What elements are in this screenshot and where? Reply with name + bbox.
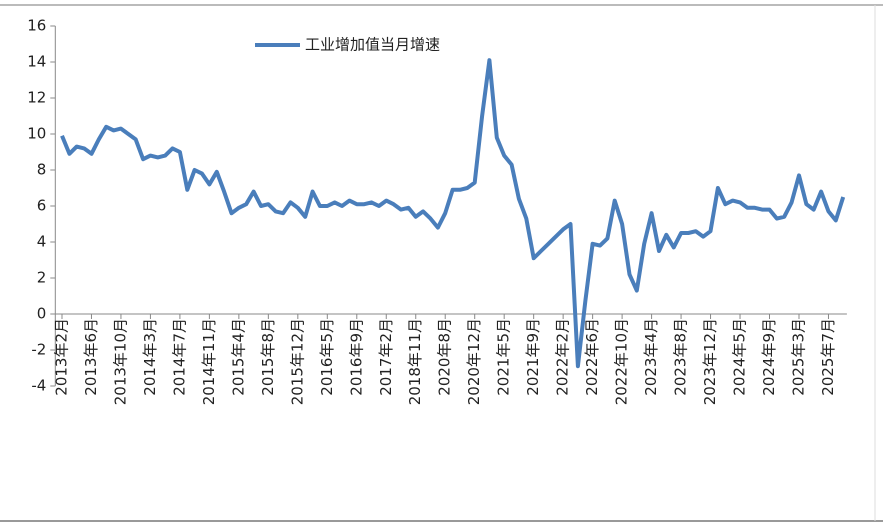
x-tick-label: 2018年11月 (406, 318, 424, 405)
y-tick-label: 2 (37, 269, 47, 287)
x-tick-label: 2015年4月 (229, 318, 247, 396)
x-tick-label: 2015年8月 (259, 318, 277, 396)
x-tick-label: 2023年12月 (701, 318, 719, 405)
y-tick-label: -4 (31, 377, 46, 395)
legend-label: 工业增加值当月增速 (305, 36, 440, 54)
x-tick-label: 2025年7月 (819, 318, 837, 396)
y-tick-label: 16 (27, 17, 46, 35)
x-tick-label: 2014年7月 (170, 318, 188, 396)
x-tick-label: 2022年10月 (613, 318, 631, 405)
x-tick-label: 2016年9月 (347, 318, 365, 396)
x-tick-label: 2022年6月 (583, 318, 601, 396)
x-tick-label: 2021年5月 (495, 318, 513, 396)
x-tick-label: 2025年3月 (789, 318, 807, 396)
x-tick-label: 2024年9月 (760, 318, 778, 396)
x-tick-label: 2020年8月 (436, 318, 454, 396)
y-tick-label: 12 (27, 89, 46, 107)
x-tick-label: 2020年12月 (465, 318, 483, 405)
x-tick-label: 2014年11月 (200, 318, 218, 405)
x-tick-label: 2023年4月 (642, 318, 660, 396)
x-tick-label: 2023年8月 (672, 318, 690, 396)
data-line (60, 58, 846, 369)
y-tick-label: 10 (27, 125, 46, 143)
y-tick-label: -2 (31, 341, 46, 359)
x-tick-label: 2015年12月 (288, 318, 306, 405)
x-tick-label: 2014年3月 (141, 318, 159, 396)
x-tick-label: 2024年5月 (731, 318, 749, 396)
x-tick-label: 2016年5月 (318, 318, 336, 396)
y-tick-label: 4 (37, 233, 47, 251)
x-tick-label: 2021年9月 (524, 318, 542, 396)
x-tick-label: 2013年2月 (52, 318, 70, 396)
x-tick-label: 2017年2月 (377, 318, 395, 396)
y-tick-label: 14 (27, 53, 46, 71)
y-tick-label: 6 (37, 197, 47, 215)
x-tick-label: 2013年10月 (111, 318, 129, 405)
x-tick-label: 2022年2月 (554, 318, 572, 396)
x-tick-label: 2013年6月 (82, 318, 100, 396)
y-tick-label: 8 (37, 161, 47, 179)
y-tick-label: 0 (37, 305, 47, 323)
